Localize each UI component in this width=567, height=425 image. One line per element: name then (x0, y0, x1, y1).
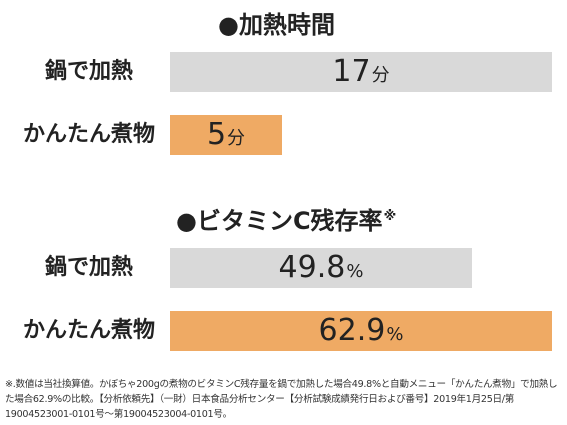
value-number: 17 (332, 54, 371, 89)
bar-easy-simmer-time (170, 115, 282, 155)
category-label: 鍋で加熱 (44, 59, 133, 84)
bar-value-easy-simmer-vitamin-c: 62.9% (170, 311, 552, 351)
value-number: 49.8 (278, 250, 346, 285)
bar-value-pot-heating-time: 17分 (170, 52, 552, 92)
bar-pot-heating-vitamin-c (170, 248, 472, 288)
category-label: かんたん煮物 (22, 122, 155, 147)
bar-pot-heating-time (170, 52, 552, 92)
value-number: 5 (206, 117, 227, 152)
cooking-time-title: ●加熱時間 (218, 10, 335, 40)
bar-easy-simmer-vitamin-c (170, 311, 552, 351)
vitamin-c-title: ●ビタミンC残存率※ (176, 206, 396, 236)
value-unit: 分 (371, 65, 390, 86)
vitamin-c-title-text: ●ビタミンC残存率 (176, 207, 383, 235)
value-unit: 分 (227, 128, 246, 149)
cooking-time-title-text: ●加熱時間 (218, 11, 335, 39)
category-label: 鍋で加熱 (44, 255, 133, 280)
bar-value-easy-simmer-time: 5分 (170, 115, 282, 155)
footnote: ※.数値は当社換算値。かぼちゃ200gの煮物のビタミンC残存量を鍋で加熱した場合… (5, 379, 558, 420)
value-unit: % (386, 324, 404, 345)
value-number: 62.9 (318, 313, 386, 348)
footnote-mark: ※ (383, 209, 397, 224)
category-label: かんたん煮物 (22, 318, 155, 343)
bar-value-pot-heating-vitamin-c: 49.8% (170, 248, 472, 288)
value-unit: % (346, 261, 364, 282)
